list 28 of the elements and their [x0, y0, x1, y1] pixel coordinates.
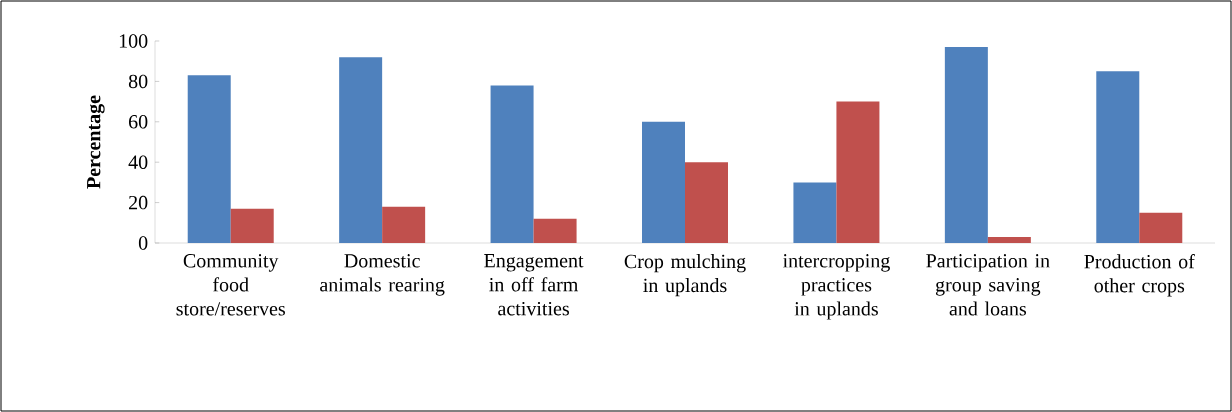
x-tick-label: Production of other crops — [1084, 254, 1195, 297]
y-tick-label: 40 — [128, 155, 148, 169]
y-axis-title: Percentage — [87, 95, 105, 189]
bar — [793, 182, 837, 243]
bar — [382, 206, 426, 243]
y-tick-label: 0 — [138, 236, 148, 250]
bar — [230, 208, 274, 243]
bar — [187, 75, 231, 243]
y-tick-label: 20 — [129, 195, 148, 210]
bar — [1139, 212, 1183, 243]
bar — [836, 101, 880, 243]
bar — [533, 218, 577, 243]
x-tick-label: Engagement in off farm activities — [484, 254, 584, 316]
bar — [642, 121, 685, 243]
x-tick-label: Domestic animals rearing — [320, 254, 445, 296]
bar — [685, 162, 728, 243]
x-tick-label: Crop mulching in uplands — [624, 254, 746, 297]
x-tick-label: Community food store/reserves — [176, 254, 285, 316]
bar — [987, 236, 1031, 243]
bar — [490, 85, 534, 243]
y-tick-label: 100 — [119, 34, 148, 48]
y-tick-label: 60 — [129, 115, 148, 129]
bar — [1096, 71, 1140, 243]
bar — [944, 47, 988, 243]
bar — [339, 57, 383, 243]
y-tick-label: 80 — [128, 74, 148, 89]
x-tick-label: Participation in group saving and loans — [926, 254, 1050, 316]
x-tick-label: intercropping practices in uplands — [782, 254, 890, 320]
